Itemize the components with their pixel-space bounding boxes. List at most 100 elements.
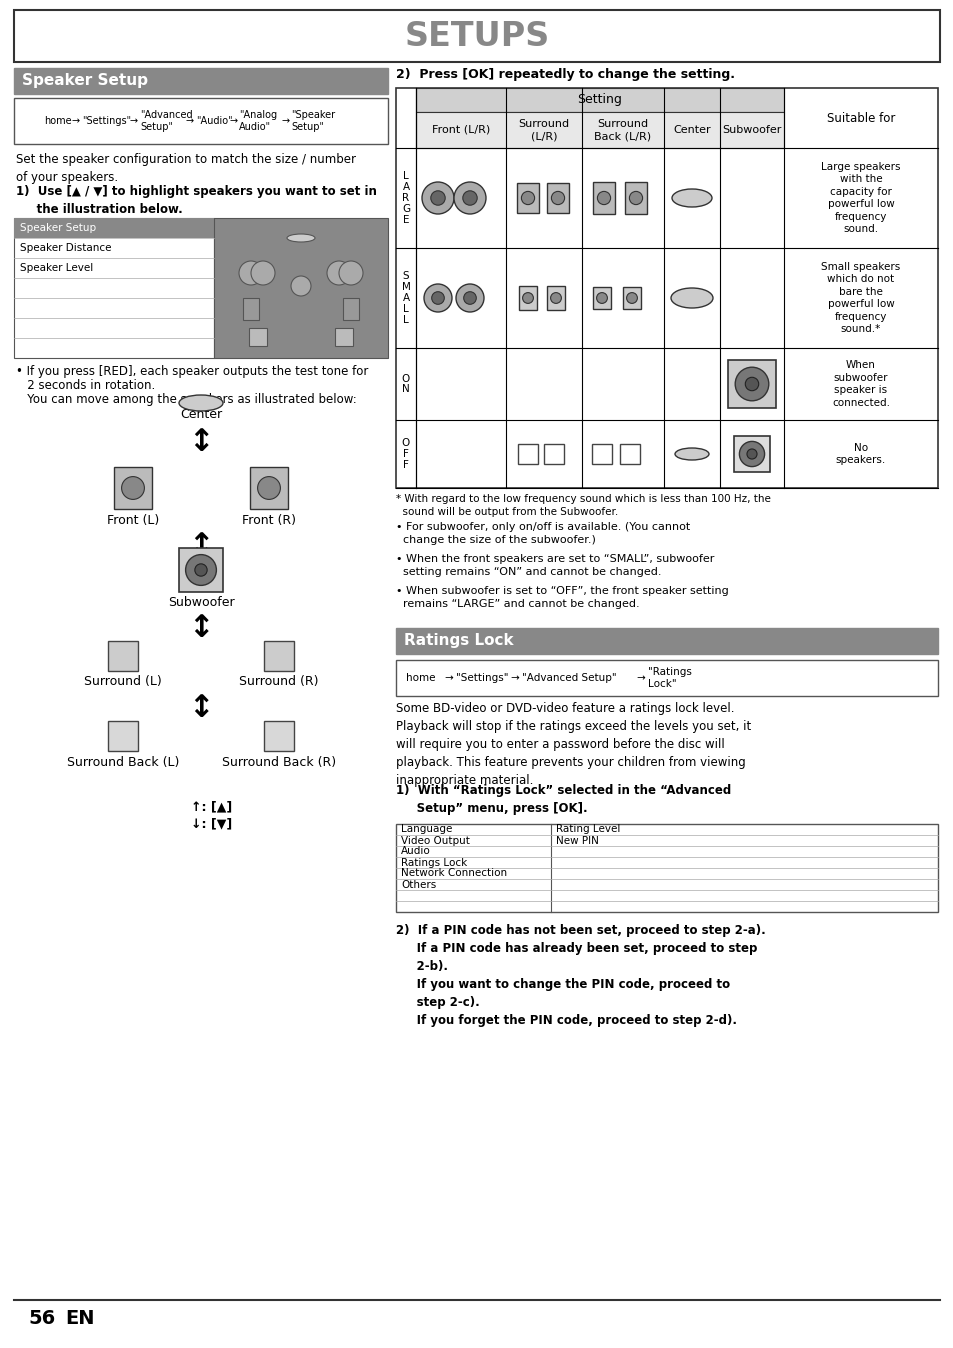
Text: Setting: Setting bbox=[577, 93, 621, 106]
Text: * With regard to the low frequency sound which is less than 100 Hz, the
  sound : * With regard to the low frequency sound… bbox=[395, 493, 770, 518]
Circle shape bbox=[551, 191, 564, 205]
Text: Center: Center bbox=[180, 408, 222, 421]
Circle shape bbox=[735, 367, 768, 400]
Circle shape bbox=[194, 563, 207, 576]
Circle shape bbox=[454, 182, 485, 214]
Text: Language: Language bbox=[400, 825, 452, 834]
Bar bbox=[546, 286, 564, 310]
Text: →: → bbox=[510, 673, 518, 683]
Circle shape bbox=[597, 191, 610, 205]
Circle shape bbox=[121, 477, 144, 499]
Circle shape bbox=[327, 262, 351, 284]
Circle shape bbox=[629, 191, 642, 205]
Text: →: → bbox=[282, 116, 290, 125]
Bar bbox=[249, 328, 267, 346]
Text: L
A
R
G
E: L A R G E bbox=[401, 171, 410, 225]
Text: Small speakers
which do not
bare the
powerful low
frequency
sound.*: Small speakers which do not bare the pow… bbox=[821, 262, 900, 334]
Bar bbox=[592, 443, 612, 464]
Text: "Advanced
Setup": "Advanced Setup" bbox=[140, 109, 193, 132]
Circle shape bbox=[257, 477, 280, 499]
Text: "Ratings
Lock": "Ratings Lock" bbox=[647, 667, 691, 689]
Bar bbox=[395, 824, 937, 913]
Bar bbox=[543, 443, 563, 464]
Text: • If you press [RED], each speaker outputs the test tone for: • If you press [RED], each speaker outpu… bbox=[16, 365, 368, 377]
Circle shape bbox=[463, 291, 476, 305]
Text: Audio: Audio bbox=[400, 847, 431, 856]
Circle shape bbox=[744, 377, 758, 391]
Text: →: → bbox=[230, 116, 238, 125]
Text: New PIN: New PIN bbox=[556, 836, 598, 845]
Text: EN: EN bbox=[65, 1309, 94, 1328]
Text: "Audio": "Audio" bbox=[195, 116, 233, 125]
Text: You can move among the speakers as illustrated below:: You can move among the speakers as illus… bbox=[16, 394, 356, 406]
Bar bbox=[264, 721, 294, 751]
Circle shape bbox=[746, 449, 757, 460]
Circle shape bbox=[521, 191, 534, 205]
Bar bbox=[593, 287, 610, 309]
Bar bbox=[179, 549, 223, 592]
Text: 2)  Press [OK] repeatedly to change the setting.: 2) Press [OK] repeatedly to change the s… bbox=[395, 67, 734, 81]
Circle shape bbox=[338, 262, 363, 284]
Bar bbox=[619, 443, 639, 464]
Text: Subwoofer: Subwoofer bbox=[168, 596, 234, 609]
Text: Set the speaker configuration to match the size / number
of your speakers.: Set the speaker configuration to match t… bbox=[16, 154, 355, 183]
Circle shape bbox=[462, 191, 476, 205]
Bar bbox=[14, 218, 213, 359]
Circle shape bbox=[423, 284, 452, 311]
Text: • When the front speakers are set to “SMALL”, subwoofer
  setting remains “ON” a: • When the front speakers are set to “SM… bbox=[395, 554, 714, 577]
Text: ↕: ↕ bbox=[188, 694, 213, 723]
Bar bbox=[733, 435, 769, 472]
Text: Surround (L): Surround (L) bbox=[84, 675, 162, 687]
Circle shape bbox=[596, 293, 607, 303]
Text: Speaker Setup: Speaker Setup bbox=[20, 222, 96, 233]
Circle shape bbox=[550, 293, 560, 303]
Bar bbox=[14, 67, 388, 94]
Circle shape bbox=[239, 262, 263, 284]
Text: →: → bbox=[71, 116, 80, 125]
Text: S
M
A
L
L: S M A L L bbox=[401, 271, 410, 325]
Bar bbox=[14, 98, 388, 144]
Text: 2)  If a PIN code has not been set, proceed to step 2-a).
     If a PIN code has: 2) If a PIN code has not been set, proce… bbox=[395, 923, 765, 1027]
Bar bbox=[213, 218, 388, 359]
Text: Surround Back (R): Surround Back (R) bbox=[222, 756, 335, 768]
Text: • For subwoofer, only on/off is available. (You cannot
  change the size of the : • For subwoofer, only on/off is availabl… bbox=[395, 522, 690, 545]
Text: →: → bbox=[443, 673, 453, 683]
Bar bbox=[108, 642, 138, 671]
Text: O
F
F: O F F bbox=[401, 438, 410, 470]
Text: No
speakers.: No speakers. bbox=[835, 442, 885, 465]
Text: ↓: [▼]: ↓: [▼] bbox=[191, 817, 232, 830]
Text: SETUPS: SETUPS bbox=[404, 19, 549, 53]
Bar bbox=[624, 182, 646, 214]
Text: Others: Others bbox=[400, 879, 436, 890]
Ellipse shape bbox=[675, 448, 708, 460]
Circle shape bbox=[291, 276, 311, 297]
Bar bbox=[727, 360, 775, 408]
Bar bbox=[546, 183, 568, 213]
Bar bbox=[622, 287, 640, 309]
Text: "Analog
Audio": "Analog Audio" bbox=[239, 109, 276, 132]
Text: Front (L): Front (L) bbox=[107, 514, 159, 527]
Text: home: home bbox=[406, 673, 435, 683]
Ellipse shape bbox=[671, 189, 711, 208]
Text: Video Output: Video Output bbox=[400, 836, 470, 845]
Bar bbox=[518, 286, 537, 310]
Ellipse shape bbox=[287, 235, 314, 243]
Text: ↕: ↕ bbox=[188, 429, 213, 457]
Text: home: home bbox=[44, 116, 71, 125]
Text: Surround Back (L): Surround Back (L) bbox=[67, 756, 179, 768]
Text: Speaker Distance: Speaker Distance bbox=[20, 243, 112, 253]
Circle shape bbox=[432, 291, 444, 305]
Bar bbox=[108, 721, 138, 751]
Text: When
subwoofer
speaker is
connected.: When subwoofer speaker is connected. bbox=[831, 360, 889, 407]
Bar bbox=[395, 661, 937, 696]
Text: Ratings Lock: Ratings Lock bbox=[400, 857, 467, 868]
Circle shape bbox=[251, 262, 274, 284]
Text: Speaker Setup: Speaker Setup bbox=[22, 74, 148, 89]
Bar bbox=[335, 328, 353, 346]
Text: →: → bbox=[130, 116, 138, 125]
Bar bbox=[416, 88, 783, 112]
Bar bbox=[113, 466, 152, 510]
Bar bbox=[416, 112, 783, 148]
Bar bbox=[593, 182, 615, 214]
Text: →: → bbox=[636, 673, 644, 683]
